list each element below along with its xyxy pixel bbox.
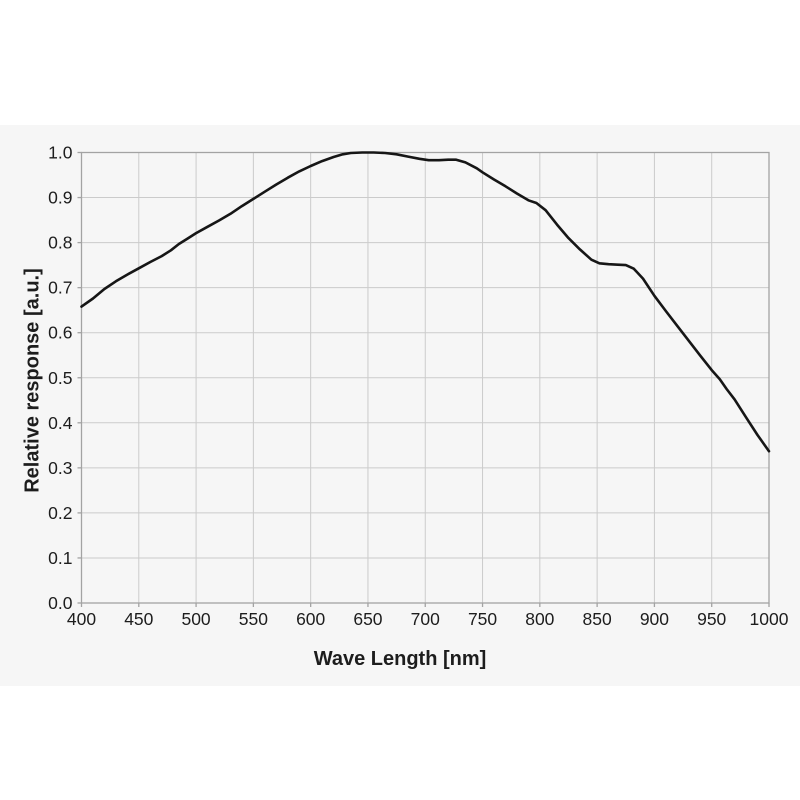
x-tick-label: 700: [411, 609, 440, 629]
x-tick-label: 550: [239, 609, 268, 629]
x-tick-label: 600: [296, 609, 325, 629]
x-tick-label: 750: [468, 609, 497, 629]
x-tick-label: 650: [353, 609, 382, 629]
x-tick-label: 450: [124, 609, 153, 629]
plot-area: 400 450 500 550 600 650 700 750 800 850 900 950 1000…: [48, 143, 789, 630]
y-axis-title: Relative response [a.u.]: [21, 268, 44, 493]
x-tick-label: 800: [525, 609, 554, 629]
spectral-response-chart: 400 450 500 550 600 650 700 750 800 850 900 950 1000…: [0, 125, 800, 686]
y-tick-label: 1.0: [48, 143, 73, 163]
y-tick-label: 0.6: [48, 323, 72, 343]
x-axis-title: Wave Length [nm]: [313, 648, 487, 670]
x-tick-label: 900: [640, 609, 669, 629]
y-tick-label: 0.4: [48, 413, 73, 433]
y-tick-label: 0.2: [48, 503, 72, 523]
y-tick-label: 0.3: [48, 458, 72, 478]
x-tick-label: 950: [697, 609, 726, 629]
x-tick-label: 400: [67, 609, 96, 629]
y-tick-label: 0.7: [48, 278, 72, 298]
y-tick-label: 0.1: [48, 548, 72, 568]
x-tick-label: 850: [583, 609, 612, 629]
x-tick-label: 500: [181, 609, 210, 629]
y-tick-label: 0.9: [48, 188, 72, 208]
y-tick-label: 0.8: [48, 233, 72, 253]
x-tick-label: 1000: [750, 609, 789, 629]
y-tick-label: 0.0: [48, 593, 73, 613]
response-curve: [80, 151, 771, 453]
y-tick-label: 0.5: [48, 368, 72, 388]
